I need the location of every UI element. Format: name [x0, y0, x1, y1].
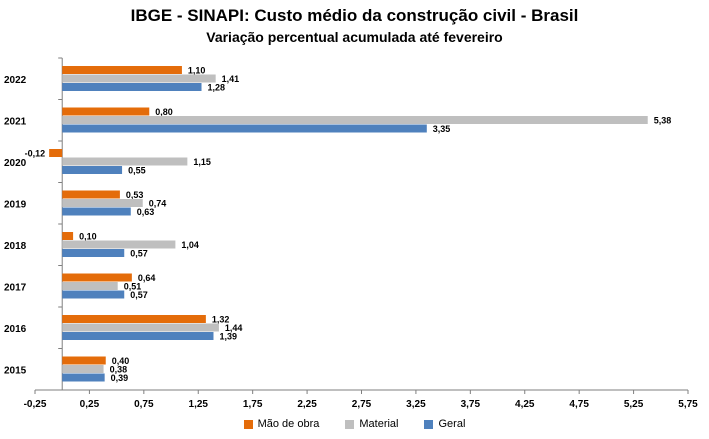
legend: Mão de obra Material Geral	[0, 418, 709, 430]
x-tick-label: 2,75	[352, 399, 372, 410]
data-label: 0,63	[137, 207, 155, 217]
x-tick-label: 3,25	[406, 399, 426, 410]
bar	[62, 166, 123, 174]
data-label: 0,57	[130, 290, 148, 300]
legend-label: Geral	[438, 418, 466, 430]
x-tick-label: 0,75	[134, 399, 154, 410]
bar	[62, 107, 150, 116]
x-tick-label: 4,25	[515, 399, 535, 410]
bar	[62, 240, 176, 249]
bar	[49, 149, 63, 157]
data-label: 1,15	[193, 157, 211, 167]
bar	[62, 315, 206, 323]
data-label: 0,55	[128, 166, 146, 176]
x-tick-label: 5,25	[624, 399, 644, 410]
bar	[62, 124, 427, 133]
x-tick-label: 4,75	[569, 399, 589, 410]
legend-swatch	[345, 419, 355, 429]
bar	[62, 83, 202, 91]
bar	[62, 74, 216, 83]
bar	[62, 199, 143, 207]
data-label: 0,10	[79, 232, 97, 242]
bar	[62, 116, 648, 124]
y-tick-label: 2015	[4, 365, 27, 376]
y-tick-label: 2022	[4, 75, 27, 86]
data-label: 1,04	[181, 240, 199, 250]
bar	[62, 290, 125, 299]
x-tick-label: 3,75	[461, 399, 481, 410]
bar	[62, 190, 120, 199]
x-tick-label: 1,75	[243, 399, 263, 410]
x-tick-label: -0,25	[24, 399, 47, 410]
x-tick-label: 0,25	[80, 399, 100, 410]
data-label: 1,28	[208, 83, 226, 93]
bar	[62, 66, 182, 74]
data-label: 0,64	[138, 273, 156, 283]
bar	[62, 365, 104, 373]
legend-label: Mão de obra	[257, 418, 320, 430]
bar	[62, 157, 188, 166]
legend-item-geral: Geral	[424, 418, 465, 430]
data-label: 1,39	[219, 332, 237, 342]
data-label: 3,35	[433, 124, 451, 134]
y-tick-label: 2020	[4, 158, 27, 169]
legend-label: Material	[359, 418, 399, 430]
x-tick-label: 2,25	[297, 399, 317, 410]
x-tick-label: 1,25	[189, 399, 209, 410]
bar	[62, 273, 132, 282]
y-tick-label: 2019	[4, 199, 27, 210]
bar	[62, 373, 105, 382]
bar	[62, 323, 219, 332]
chart-title: IBGE - SINAPI: Custo médio da construção…	[130, 6, 579, 25]
bar	[62, 249, 125, 257]
legend-item-mao-de-obra: Mão de obra	[243, 418, 320, 430]
data-label: 0,57	[130, 249, 148, 259]
legend-item-material: Material	[345, 418, 398, 430]
legend-swatch	[243, 419, 253, 429]
data-label: 5,38	[654, 116, 672, 126]
y-tick-label: 2017	[4, 282, 27, 293]
data-label: -0,12	[25, 149, 46, 159]
data-label: 1,41	[222, 74, 240, 84]
x-tick-label: 5,75	[678, 399, 698, 410]
bar	[62, 282, 118, 290]
data-label: 0,51	[124, 282, 142, 292]
data-label: 1,32	[212, 315, 230, 325]
y-tick-label: 2016	[4, 324, 27, 335]
data-label: 0,39	[111, 373, 129, 383]
legend-swatch	[424, 419, 434, 429]
bar	[62, 332, 214, 340]
data-label: 0,40	[112, 356, 130, 366]
data-label: 0,80	[155, 107, 173, 117]
data-label: 1,10	[188, 66, 206, 76]
y-tick-label: 2018	[4, 241, 27, 252]
bar	[62, 232, 74, 240]
data-label: 0,53	[126, 190, 144, 200]
chart-subtitle: Variação percentual acumulada até fevere…	[206, 29, 503, 45]
data-label: 1,44	[225, 323, 243, 333]
data-label: 0,38	[110, 365, 128, 375]
bar	[62, 356, 106, 365]
y-tick-label: 2021	[4, 116, 27, 127]
bar	[62, 207, 131, 216]
data-label: 0,74	[149, 199, 167, 209]
